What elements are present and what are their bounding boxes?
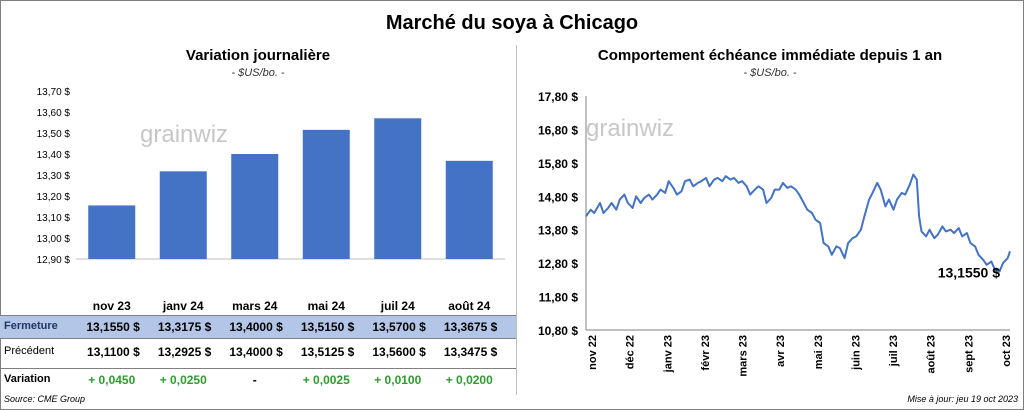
y-tick-label: 11,80 $ bbox=[539, 291, 579, 305]
right-chart-title: Comportement échéance immédiate depuis 1… bbox=[597, 47, 943, 64]
table-cell: 13,3175 $ bbox=[157, 320, 212, 334]
y-tick-label: 13,80 $ bbox=[538, 224, 578, 238]
x-tick-label: mai 23 bbox=[813, 335, 825, 369]
x-tick-label: janv 23 bbox=[662, 335, 674, 373]
x-tick-label: févr 23 bbox=[700, 335, 712, 370]
line-chart: grainwiz 10,80 $ 11,80 $ 12,80 $ 13,80 $ 14,8… bbox=[538, 90, 1013, 377]
last-value-label: 13,1550 $ bbox=[938, 264, 1000, 280]
table-cell: 13,2925 $ bbox=[157, 345, 212, 359]
x-tick-label: août 24 bbox=[448, 299, 490, 313]
table-cell: 13,4000 $ bbox=[229, 345, 283, 359]
y-tick-label: 13,40 $ bbox=[37, 150, 71, 161]
row-label-precedent: Précédent bbox=[4, 345, 55, 357]
table-row-fermeture: Fermeture 13,1550 $ 13,3175 $ 13,4000 $ 13,… bbox=[0, 315, 516, 339]
variation-cell: - bbox=[252, 373, 257, 387]
bar-chart: grainwiz 12,90 $ 13,00 $ 13,10 $ 13,20 $ 13,3… bbox=[37, 87, 505, 313]
x-tick-label: juil 23 bbox=[888, 335, 900, 367]
table-row-variation: Variation + 0,0450 + 0,0250 - + 0,0025 + 0,0… bbox=[0, 368, 516, 391]
variation-cell: + 0,0025 bbox=[302, 373, 350, 387]
bar bbox=[302, 129, 350, 259]
table-cell: 13,1100 $ bbox=[87, 345, 140, 359]
x-tick-label: mars 23 bbox=[738, 335, 750, 377]
table-cell: 13,5600 $ bbox=[372, 345, 426, 359]
table-cell: 13,5150 $ bbox=[300, 320, 355, 334]
x-tick-label: nov 23 bbox=[93, 299, 131, 313]
x-tick-label: juil 24 bbox=[380, 299, 415, 313]
table-cell: 13,1550 $ bbox=[86, 320, 140, 334]
update-note: Mise à jour: jeu 19 oct 2023 bbox=[907, 394, 1018, 404]
watermark-logo: grainwiz bbox=[586, 115, 674, 142]
y-tick-label: 16,80 $ bbox=[538, 123, 578, 137]
y-tick-label: 14,80 $ bbox=[538, 190, 578, 204]
y-tick-label: 17,80 $ bbox=[538, 90, 578, 104]
y-tick-label: 13,60 $ bbox=[37, 108, 71, 119]
right-chart-unit: - $US/bo. - bbox=[743, 67, 797, 79]
bar bbox=[374, 118, 422, 259]
x-tick-label: nov 22 bbox=[587, 335, 599, 370]
table-cell: 13,5125 $ bbox=[300, 345, 355, 359]
variation-cell: + 0,0250 bbox=[159, 373, 207, 387]
table-cell: 13,4000 $ bbox=[229, 320, 283, 334]
table-row-precedent: Précédent 13,1100 $ 13,2925 $ 13,4000 $ 13,… bbox=[0, 341, 516, 363]
y-tick-label: 12,80 $ bbox=[538, 257, 578, 271]
x-tick-label: janv 24 bbox=[162, 299, 204, 313]
y-tick-label: 13,20 $ bbox=[37, 192, 71, 203]
x-tick-label: août 23 bbox=[926, 335, 938, 374]
x-tick-label: mai 24 bbox=[308, 299, 346, 313]
source-note: Source: CME Group bbox=[4, 394, 86, 404]
y-tick-label: 13,70 $ bbox=[37, 87, 71, 98]
x-tick-label: sept 23 bbox=[963, 335, 975, 373]
x-tick-label: oct 23 bbox=[1001, 335, 1013, 367]
row-label-variation: Variation bbox=[4, 373, 51, 385]
bar bbox=[159, 171, 207, 259]
left-chart-unit: - $US/bo. - bbox=[231, 67, 285, 79]
y-tick-label: 13,30 $ bbox=[37, 171, 71, 182]
x-tick-label: avr 23 bbox=[775, 335, 787, 367]
variation-cell: + 0,0100 bbox=[374, 373, 422, 387]
table-cell: 13,3475 $ bbox=[443, 345, 498, 359]
x-tick-label: déc 22 bbox=[625, 335, 637, 369]
x-tick-label: mars 24 bbox=[232, 299, 278, 313]
bar bbox=[445, 160, 493, 259]
table-cell: 13,3675 $ bbox=[443, 320, 498, 334]
y-tick-label: 13,00 $ bbox=[37, 234, 71, 245]
bar bbox=[231, 154, 279, 259]
watermark-logo: grainwiz bbox=[140, 121, 228, 148]
row-label-fermeture: Fermeture bbox=[4, 320, 58, 332]
table-cell: 13,5700 $ bbox=[372, 320, 426, 334]
y-tick-label: 12,90 $ bbox=[37, 255, 71, 266]
y-tick-label: 15,80 $ bbox=[538, 157, 578, 171]
price-line bbox=[585, 173, 1011, 273]
page-title: Marché du soya à Chicago bbox=[385, 12, 639, 34]
y-tick-label: 13,10 $ bbox=[37, 213, 71, 224]
left-chart-title: Variation journalière bbox=[185, 47, 331, 64]
panel-divider bbox=[516, 45, 517, 395]
y-tick-label: 13,50 $ bbox=[37, 129, 71, 140]
bar bbox=[88, 205, 136, 259]
y-tick-label: 10,80 $ bbox=[538, 324, 578, 338]
variation-cell: + 0,0450 bbox=[88, 373, 136, 387]
variation-cell: + 0,0200 bbox=[445, 373, 493, 387]
x-tick-label: juin 23 bbox=[850, 335, 862, 371]
